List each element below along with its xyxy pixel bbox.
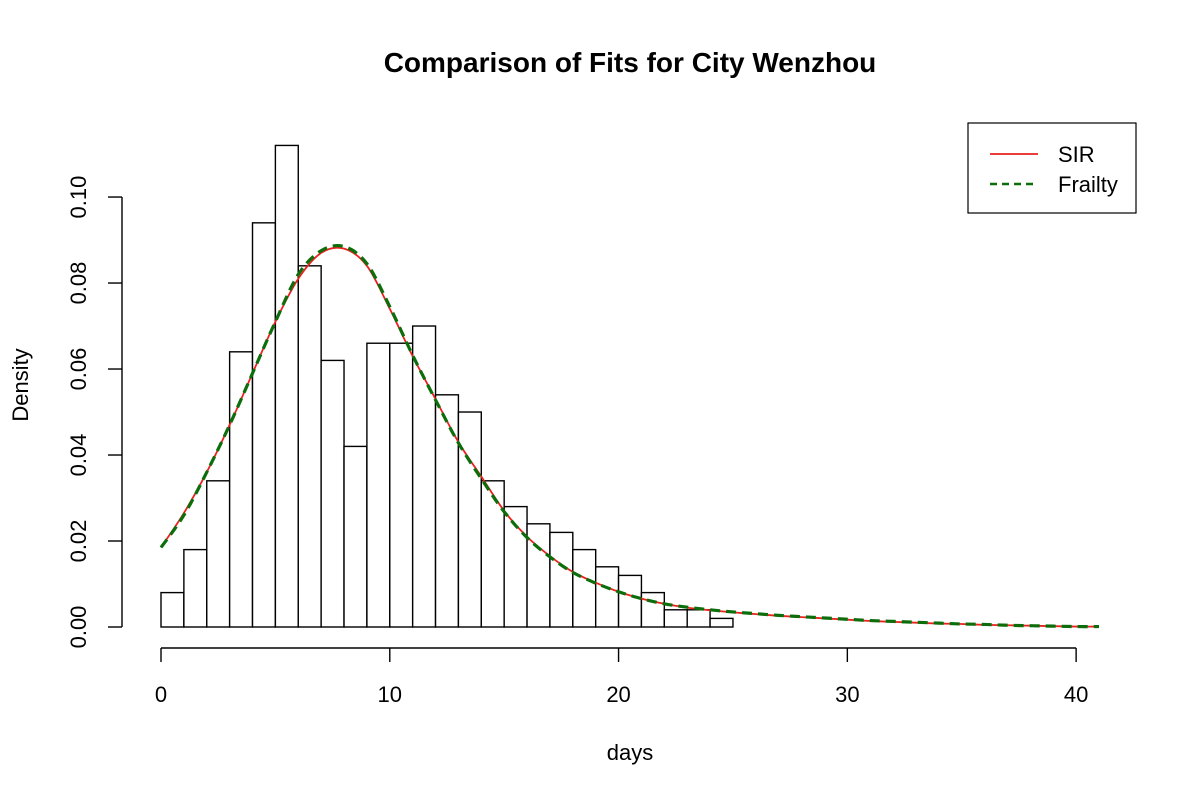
- histogram-bar: [343, 445, 368, 628]
- histogram-bar: [457, 411, 482, 628]
- histogram-bar: [640, 591, 666, 628]
- legend-label-sir: SIR: [1058, 142, 1095, 167]
- histogram-bar: [366, 342, 391, 628]
- x-tick-label: 40: [1064, 682, 1088, 707]
- x-tick-label: 20: [606, 682, 630, 707]
- y-axis: 0.00 0.02 0.04 0.06 0.08 0.10: [66, 176, 123, 649]
- legend: SIR Frailty: [967, 122, 1137, 214]
- histogram-bar: [549, 531, 574, 628]
- y-tick-label: 0.06: [66, 348, 91, 391]
- y-tick-label: 0.04: [66, 434, 91, 477]
- histogram-bar: [206, 480, 231, 628]
- histogram-bar: [389, 342, 414, 628]
- histogram-bar: [320, 359, 345, 628]
- histogram-bar: [663, 609, 688, 628]
- chart-title: Comparison of Fits for City Wenzhou: [384, 47, 877, 78]
- histogram-bar: [297, 265, 322, 628]
- histogram-bar: [251, 222, 277, 628]
- legend-box: [967, 122, 1137, 214]
- x-tick-label: 10: [378, 682, 402, 707]
- fit-curves: [159, 243, 1100, 629]
- x-tick-label: 0: [155, 682, 167, 707]
- legend-label-frailty: Frailty: [1058, 172, 1118, 197]
- histogram-bar: [617, 574, 643, 628]
- x-axis: 0 10 20 30 40: [155, 647, 1088, 707]
- y-tick-label: 0.02: [66, 520, 91, 563]
- histogram: [160, 144, 734, 628]
- x-axis-label: days: [607, 740, 653, 765]
- histogram-bar: [160, 591, 185, 628]
- histogram-bar: [480, 480, 505, 628]
- y-tick-label: 0.00: [66, 606, 91, 649]
- histogram-bar: [183, 548, 208, 628]
- histogram-bar: [709, 617, 734, 628]
- histogram-bar: [572, 548, 597, 628]
- histogram-bar: [274, 144, 299, 628]
- y-tick-label: 0.08: [66, 262, 91, 305]
- histogram-bar: [434, 394, 460, 628]
- histogram-bar: [686, 609, 711, 628]
- x-tick-label: 30: [835, 682, 859, 707]
- histogram-bar: [594, 566, 620, 628]
- histogram-bar: [228, 351, 254, 628]
- y-tick-label: 0.10: [66, 176, 91, 219]
- series-line-frailty: [159, 243, 1100, 629]
- y-axis-label: Density: [8, 348, 33, 421]
- histogram-bar: [411, 325, 437, 628]
